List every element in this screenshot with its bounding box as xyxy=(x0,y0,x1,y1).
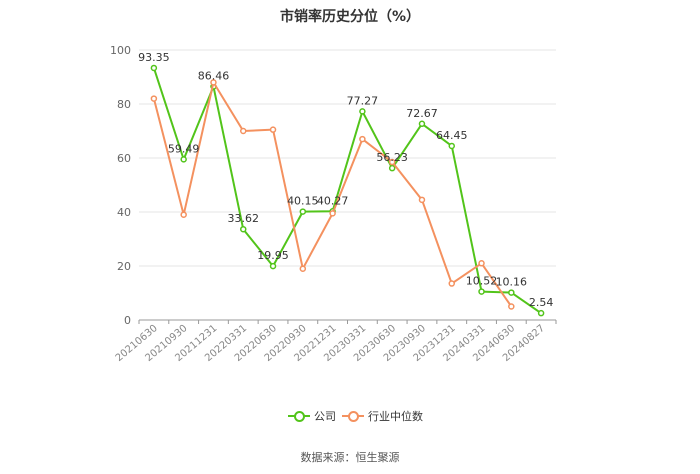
company-point[interactable] xyxy=(418,120,426,128)
industry-point[interactable] xyxy=(478,260,485,267)
industry-point[interactable] xyxy=(240,127,247,135)
industry-point[interactable] xyxy=(150,95,158,102)
industry-point[interactable] xyxy=(210,79,217,86)
industry-point[interactable] xyxy=(418,196,426,204)
chart-title: 市销率历史分位（%） xyxy=(279,9,421,25)
data-label: 56.23 xyxy=(376,151,408,164)
industry-point[interactable] xyxy=(508,303,515,310)
y-tick-label: 20 xyxy=(117,260,131,273)
legend-label-industry: 行业中位数 xyxy=(368,410,423,423)
legend-item-industry[interactable]: 行业中位数 xyxy=(342,408,423,424)
y-tick-label: 60 xyxy=(117,152,131,165)
data-source: 数据来源：恒生聚源 xyxy=(300,451,400,464)
company-point[interactable] xyxy=(359,108,366,115)
series xyxy=(150,64,545,317)
company-point[interactable] xyxy=(180,156,187,163)
industry-point[interactable] xyxy=(299,265,307,272)
data-label: 64.45 xyxy=(436,129,468,142)
company-point[interactable] xyxy=(240,225,247,233)
data-label: 77.27 xyxy=(347,94,379,107)
data-label: 86.46 xyxy=(198,70,230,83)
industry-point[interactable] xyxy=(448,280,455,287)
data-label: 10.52 xyxy=(466,275,498,288)
company-point[interactable] xyxy=(150,64,158,72)
data-label: 2.54 xyxy=(529,296,554,309)
data-label: 40.15 xyxy=(287,195,319,208)
company-point[interactable] xyxy=(508,289,515,296)
company-point[interactable] xyxy=(478,288,485,295)
y-tick-label: 40 xyxy=(117,206,131,219)
data-label: 40.27 xyxy=(317,194,349,207)
industry-point[interactable] xyxy=(359,135,366,143)
legend-item-company[interactable]: 公司 xyxy=(288,408,336,424)
data-label: 33.62 xyxy=(228,212,260,225)
industry-point[interactable] xyxy=(388,158,396,166)
legend-swatch-industry xyxy=(342,410,364,422)
company-point[interactable] xyxy=(299,208,307,215)
company-point[interactable] xyxy=(448,142,455,150)
y-tick-label: 100 xyxy=(110,44,131,57)
data-label: 59.49 xyxy=(168,142,200,155)
company-point[interactable] xyxy=(388,164,396,172)
data-label: 10.16 xyxy=(496,276,528,289)
company-point[interactable] xyxy=(269,262,277,270)
data-label: 93.35 xyxy=(138,51,170,64)
industry-point[interactable] xyxy=(269,126,277,133)
industry-point[interactable] xyxy=(329,210,336,217)
legend-swatch-company xyxy=(288,410,310,422)
company-point[interactable] xyxy=(537,309,545,317)
y-tick-label: 0 xyxy=(124,314,131,327)
y-tick-label: 80 xyxy=(117,98,131,111)
data-label: 19.95 xyxy=(257,249,289,262)
data-label: 72.67 xyxy=(406,107,438,120)
legend-label-company: 公司 xyxy=(314,410,336,423)
industry-point[interactable] xyxy=(180,211,187,218)
